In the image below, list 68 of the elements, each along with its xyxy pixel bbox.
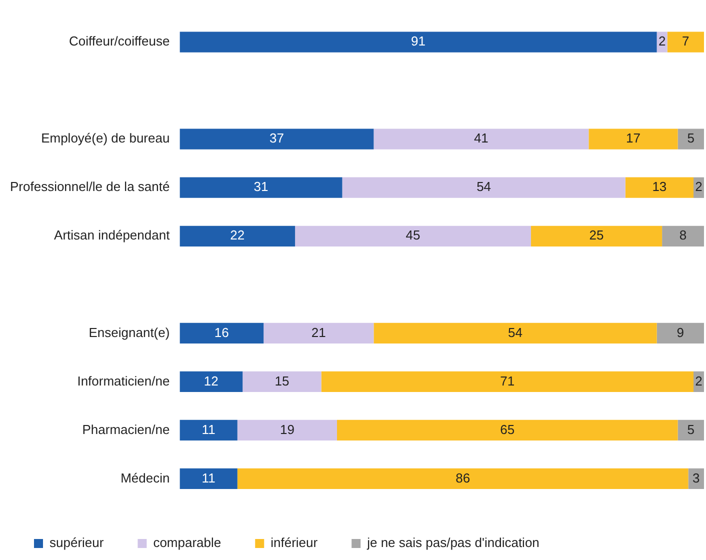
y-tick-label: Employé(e) de bureau: [41, 130, 170, 146]
data-label: 2: [658, 34, 666, 49]
bar: [342, 177, 626, 198]
data-label: 11: [202, 470, 216, 486]
bar: [180, 468, 238, 490]
bar: [180, 32, 657, 52]
bar: [530, 226, 662, 246]
bar: [242, 371, 322, 392]
data-label: 2: [695, 373, 702, 388]
bar: [180, 371, 243, 392]
bar: [264, 322, 374, 344]
data-label: 3: [692, 470, 700, 486]
data-label: 13: [652, 179, 667, 194]
data-label: 22: [230, 228, 245, 243]
bar: [180, 420, 238, 441]
data-label: 65: [500, 422, 515, 437]
legend-label: comparable: [153, 535, 222, 550]
data-label: 37: [269, 130, 284, 146]
y-tick-label: Professionnel/le de la santé: [10, 179, 170, 194]
bar: [678, 420, 704, 441]
bar: [337, 420, 678, 441]
legend-label: supérieur: [50, 535, 104, 550]
data-label: 7: [682, 34, 690, 49]
bar: [180, 322, 264, 344]
data-label: 71: [500, 373, 515, 388]
y-tick-label: Artisan indépendant: [54, 228, 170, 243]
bar: [374, 128, 589, 150]
y-tick-label: Médecin: [120, 470, 170, 486]
data-label: 41: [474, 130, 488, 146]
data-label: 5: [687, 130, 695, 146]
data-label: 11: [202, 422, 216, 437]
bar: [295, 226, 531, 246]
bar: [656, 322, 704, 344]
bar: [180, 177, 342, 198]
data-label: 15: [274, 373, 290, 388]
bar: [237, 468, 688, 490]
data-label: 9: [676, 324, 684, 340]
data-label: 54: [476, 179, 492, 194]
data-label: 2: [695, 179, 702, 194]
bar: [374, 322, 657, 344]
bar: [180, 128, 374, 150]
y-tick-label: Enseignant(e): [88, 324, 170, 340]
legend-label: inférieur: [270, 535, 318, 550]
data-label: 25: [589, 228, 604, 243]
data-label: 21: [311, 324, 326, 340]
y-tick-label: Informaticien/ne: [77, 373, 170, 388]
data-label: 86: [456, 470, 470, 486]
data-label: 54: [508, 324, 522, 340]
data-label: 45: [406, 228, 420, 243]
data-label: 17: [626, 130, 640, 146]
data-label: 8: [679, 228, 687, 243]
bar: [180, 226, 296, 246]
bar: [588, 128, 678, 150]
bar: [678, 128, 704, 150]
data-label: 19: [280, 422, 294, 437]
data-label: 12: [204, 373, 218, 388]
bar: [625, 177, 694, 198]
bar: [662, 226, 704, 246]
data-label: 16: [214, 324, 229, 340]
data-label: 31: [254, 179, 268, 194]
bar: [237, 420, 337, 441]
bar: [667, 32, 704, 52]
data-label: 5: [687, 422, 695, 437]
data-label: 91: [411, 34, 426, 49]
legend-label: je ne sais pas/pas d'indication: [366, 535, 540, 550]
y-tick-label: Coiffeur/coiffeuse: [69, 34, 170, 49]
y-tick-label: Pharmacien/ne: [82, 422, 170, 437]
bar: [321, 371, 694, 392]
